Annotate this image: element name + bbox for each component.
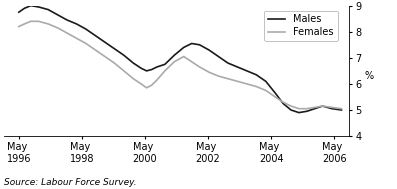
Females <box>339 108 344 110</box>
Females <box>93 49 98 51</box>
Females <box>29 20 33 22</box>
Females <box>112 62 117 64</box>
Females <box>289 105 293 107</box>
Males <box>289 109 293 111</box>
Females <box>235 80 240 82</box>
Females <box>304 108 309 110</box>
Males <box>162 63 167 66</box>
Males <box>216 55 221 58</box>
Females <box>65 32 69 34</box>
Males <box>22 7 27 9</box>
Males <box>320 105 325 107</box>
Males <box>29 5 33 7</box>
Males <box>339 109 344 111</box>
Males <box>144 70 149 72</box>
Females <box>312 106 317 108</box>
Females <box>46 23 50 25</box>
Females <box>197 66 202 68</box>
Females <box>22 23 27 25</box>
Females <box>149 84 154 86</box>
Females <box>273 96 278 98</box>
Females <box>297 108 301 110</box>
Females <box>245 83 249 85</box>
Legend: Males, Females: Males, Females <box>264 11 337 41</box>
Males <box>55 14 60 16</box>
Females <box>181 55 186 58</box>
Females <box>84 42 89 45</box>
Males <box>297 112 301 114</box>
Line: Females: Females <box>19 21 341 109</box>
Males <box>84 28 89 30</box>
Males <box>36 6 41 8</box>
Males <box>304 110 309 112</box>
Males <box>121 54 126 56</box>
Females <box>281 101 285 103</box>
Males <box>235 66 240 68</box>
Males <box>225 62 230 64</box>
Males <box>281 102 285 105</box>
Females <box>216 75 221 77</box>
Line: Males: Males <box>19 6 341 113</box>
Males <box>330 108 334 110</box>
Females <box>144 87 149 89</box>
Males <box>46 9 50 11</box>
Females <box>16 25 21 28</box>
Females <box>206 71 211 73</box>
Females <box>102 55 107 58</box>
Males <box>206 49 211 51</box>
Males <box>131 62 136 64</box>
Males <box>93 35 98 37</box>
Females <box>131 77 136 80</box>
Females <box>330 106 334 108</box>
Females <box>154 79 159 81</box>
Males <box>254 74 259 76</box>
Males <box>312 108 317 110</box>
Females <box>254 85 259 88</box>
Females <box>172 61 177 63</box>
Females <box>189 61 194 63</box>
Males <box>102 41 107 43</box>
Males <box>154 66 159 68</box>
Males <box>112 48 117 50</box>
Males <box>74 23 79 25</box>
Females <box>121 70 126 72</box>
Males <box>263 80 268 82</box>
Y-axis label: %: % <box>364 71 373 81</box>
Males <box>16 11 21 13</box>
Females <box>162 70 167 72</box>
Females <box>225 77 230 80</box>
Males <box>65 19 69 21</box>
Males <box>139 67 144 69</box>
Females <box>263 89 268 92</box>
Males <box>273 92 278 94</box>
Males <box>197 44 202 46</box>
Males <box>149 68 154 71</box>
Males <box>181 46 186 49</box>
Text: Source: Labour Force Survey.: Source: Labour Force Survey. <box>4 178 137 187</box>
Males <box>245 70 249 72</box>
Females <box>74 37 79 40</box>
Females <box>139 83 144 85</box>
Females <box>36 20 41 22</box>
Males <box>189 42 194 45</box>
Males <box>172 54 177 56</box>
Females <box>55 27 60 29</box>
Females <box>320 105 325 107</box>
